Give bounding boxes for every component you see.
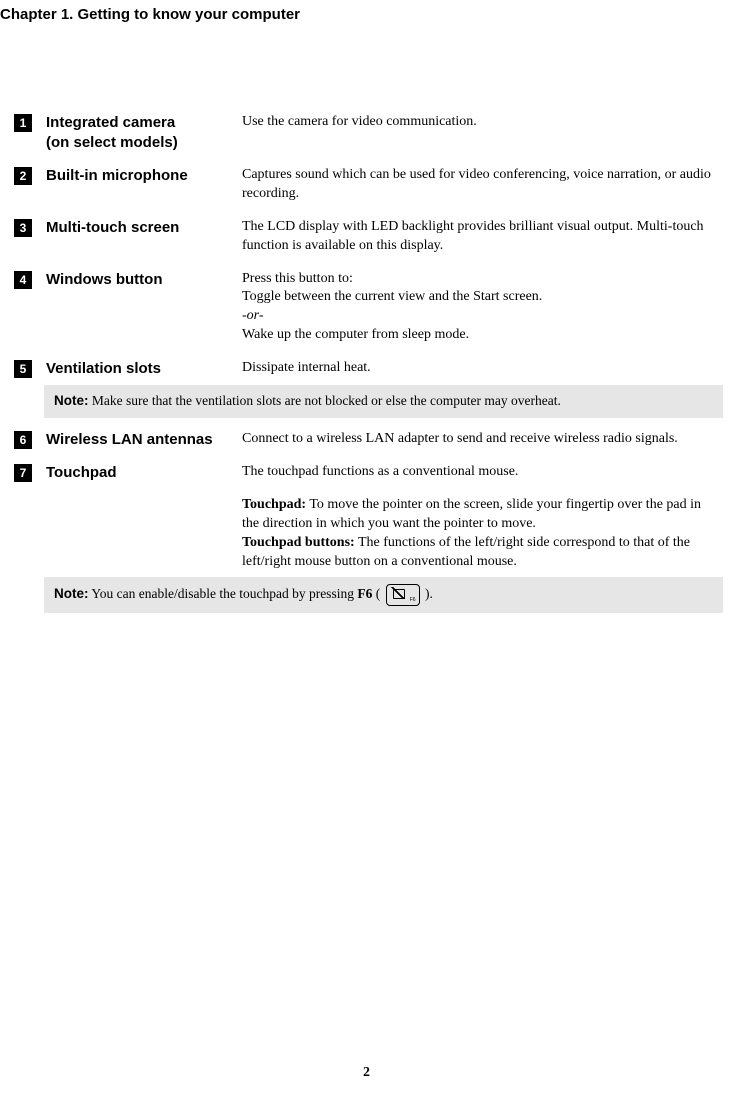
num-badge-4: 4	[14, 271, 32, 289]
item-row-5: 5 Ventilation slots Dissipate internal h…	[14, 359, 723, 379]
components-list: 1 Integrated camera(on select models) Us…	[0, 113, 723, 613]
note-text-before: You can enable/disable the touchpad by p…	[89, 587, 358, 602]
item-desc-2: Captures sound which can be used for vid…	[242, 166, 723, 204]
item-desc-7: The touchpad functions as a conventional…	[242, 463, 723, 571]
note-paren-close: ).	[422, 587, 433, 602]
item-row-7: 7 Touchpad The touchpad functions as a c…	[14, 463, 723, 571]
item-label-2: Built-in microphone	[32, 166, 242, 186]
note-label-2: Note:	[54, 587, 89, 602]
note-ventilation: Note: Make sure that the ventilation slo…	[44, 385, 723, 418]
num-badge-3: 3	[14, 219, 32, 237]
page-number: 2	[0, 1065, 733, 1081]
item-label-3: Multi-touch screen	[32, 218, 242, 238]
item-desc-6: Connect to a wireless LAN adapter to sen…	[242, 430, 723, 449]
num-badge-7: 7	[14, 464, 32, 482]
item-label-7: Touchpad	[32, 463, 242, 483]
item-desc-3: The LCD display with LED backlight provi…	[242, 218, 723, 256]
chapter-title: Chapter 1. Getting to know your computer	[0, 6, 723, 23]
note-text: Make sure that the ventilation slots are…	[89, 393, 561, 408]
num-badge-6: 6	[14, 431, 32, 449]
item-desc-1: Use the camera for video communication.	[242, 113, 723, 132]
item-row-6: 6 Wireless LAN antennas Connect to a wir…	[14, 430, 723, 450]
item-label-4: Windows button	[32, 270, 242, 290]
item-desc-4: Press this button to:Toggle between the …	[242, 270, 723, 346]
item-row-1: 1 Integrated camera(on select models) Us…	[14, 113, 723, 152]
item-row-2: 2 Built-in microphone Captures sound whi…	[14, 166, 723, 204]
item-row-3: 3 Multi-touch screen The LCD display wit…	[14, 218, 723, 256]
num-badge-5: 5	[14, 360, 32, 378]
item-label-1: Integrated camera(on select models)	[32, 113, 242, 152]
num-badge-2: 2	[14, 167, 32, 185]
item-desc-5: Dissipate internal heat.	[242, 359, 723, 378]
item-row-4: 4 Windows button Press this button to:To…	[14, 270, 723, 346]
note-label: Note:	[54, 393, 89, 408]
f6-key-text: F6	[357, 587, 372, 602]
touchpad-key-icon: F6	[386, 584, 420, 606]
num-badge-1: 1	[14, 114, 32, 132]
note-touchpad: Note: You can enable/disable the touchpa…	[44, 577, 723, 613]
item-label-6: Wireless LAN antennas	[32, 430, 242, 450]
item-label-5: Ventilation slots	[32, 359, 242, 379]
note-paren-open: (	[372, 587, 383, 602]
